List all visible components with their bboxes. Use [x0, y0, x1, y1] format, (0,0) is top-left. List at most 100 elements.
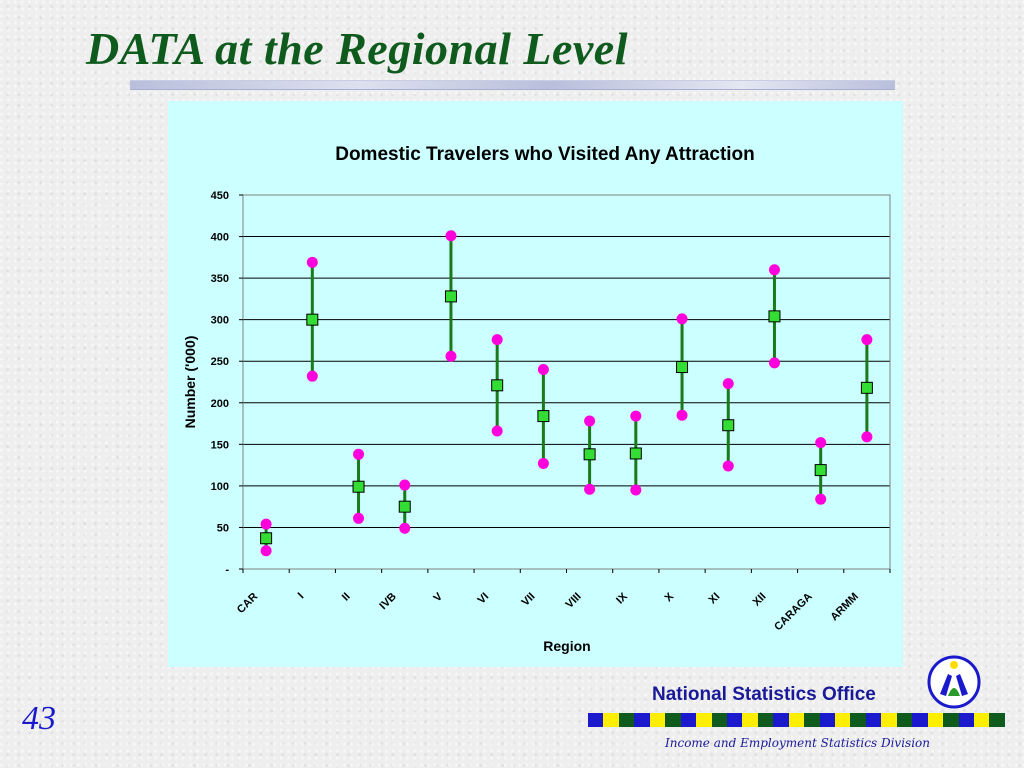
y-tick-label: 450 — [211, 190, 229, 202]
upper-point — [815, 437, 827, 449]
y-tick-label: 50 — [217, 522, 229, 534]
upper-point — [630, 410, 642, 422]
color-strip-segment — [742, 713, 758, 727]
slide-title: DATA at the Regional Level — [86, 23, 628, 74]
upper-point — [676, 313, 688, 325]
upper-point — [584, 415, 596, 427]
lower-point — [861, 431, 873, 443]
lower-point — [537, 457, 549, 469]
lower-point — [815, 493, 827, 505]
x-tick-label: IVB — [377, 591, 398, 612]
color-strip-segment — [943, 713, 959, 727]
color-strip-segment — [696, 713, 712, 727]
page-number: 43 — [22, 700, 56, 737]
data-series — [260, 230, 873, 557]
y-tick-label: 250 — [211, 356, 229, 368]
y-axis-ticks: - 50 100 150 200 250 300 350 400 450 — [211, 190, 243, 576]
x-tick-label: VIII — [564, 591, 584, 611]
x-tick-label: XII — [751, 591, 769, 609]
x-tick-label: ARMM — [828, 591, 861, 624]
x-tick-label: XI — [707, 591, 723, 607]
color-strip-segment — [788, 713, 805, 727]
estimate-point — [260, 532, 273, 545]
estimate-point — [860, 381, 873, 394]
color-strip-segment — [835, 713, 851, 727]
color-strip-segment — [819, 713, 835, 727]
estimate-point — [629, 447, 642, 460]
lower-point — [768, 357, 780, 369]
upper-point — [861, 334, 873, 346]
lower-point — [445, 350, 457, 362]
estimate-point — [491, 379, 504, 392]
color-strip-segment — [603, 713, 619, 727]
color-strip-segment — [588, 713, 604, 727]
color-strip-segment — [850, 713, 866, 727]
x-tick-label: X — [662, 590, 676, 604]
y-tick-label: 200 — [211, 398, 229, 410]
estimate-point — [583, 448, 596, 461]
color-strip-segment — [711, 713, 727, 727]
chart: Domestic Travelers who Visited Any Attra… — [182, 144, 891, 654]
color-strip-segment — [865, 713, 882, 727]
plot-area — [242, 194, 891, 570]
x-tick-label: VI — [475, 591, 491, 607]
color-strip-segment — [881, 713, 897, 727]
color-strip-segment — [896, 713, 913, 727]
lower-point — [676, 409, 688, 421]
upper-point — [537, 364, 549, 376]
lower-point — [630, 484, 642, 496]
x-tick-label: CARAGA — [772, 591, 815, 634]
upper-point — [768, 264, 780, 276]
color-strip-segment — [912, 713, 928, 727]
lower-point — [353, 512, 365, 524]
nso-logo-icon — [927, 655, 981, 709]
y-tick-label: 350 — [211, 273, 229, 285]
upper-point — [306, 256, 318, 268]
x-tick-label: I — [296, 591, 307, 602]
x-axis-label: Region — [543, 638, 590, 654]
estimate-point — [768, 310, 781, 323]
chart-panel: Domestic Travelers who Visited Any Attra… — [168, 101, 903, 667]
color-strip-segment — [649, 713, 666, 727]
color-strip-segment — [757, 713, 774, 727]
estimate-point — [306, 313, 319, 326]
color-strip-segment — [989, 713, 1005, 727]
estimate-point — [352, 480, 365, 493]
upper-point — [399, 479, 411, 491]
x-axis-ticks: CAR I II IVB V VI VII VIII IX X XI XII CARAGA ARMM — [235, 569, 891, 634]
estimate-point — [537, 410, 550, 423]
x-tick-label: II — [340, 591, 353, 604]
color-strip-segment — [958, 713, 974, 727]
estimate-point — [398, 500, 411, 513]
color-strip-segment — [726, 713, 743, 727]
organization-name: National Statistics Office — [652, 684, 876, 705]
color-strip-segment — [973, 713, 990, 727]
lower-point — [722, 460, 734, 472]
x-tick-label: IX — [614, 590, 630, 606]
estimate-point — [814, 464, 827, 477]
lower-point — [399, 522, 411, 534]
estimate-point — [722, 419, 735, 432]
color-strip-segment — [634, 713, 650, 727]
y-tick-label: - — [225, 564, 229, 576]
estimate-point — [676, 361, 689, 374]
gridlines — [243, 236, 890, 528]
x-tick-label: CAR — [235, 591, 260, 616]
x-tick-label: V — [431, 590, 445, 604]
upper-point — [491, 334, 503, 346]
division-name: Income and Employment Statistics Divisio… — [665, 736, 930, 750]
y-tick-label: 100 — [211, 481, 229, 493]
color-strip-segment — [680, 713, 697, 727]
upper-point — [445, 230, 457, 242]
y-axis-label: Number ('000) — [182, 336, 198, 429]
y-tick-label: 300 — [211, 315, 229, 327]
title-divider — [130, 80, 895, 90]
lower-point — [584, 483, 596, 495]
y-tick-label: 150 — [211, 439, 229, 451]
upper-point — [722, 378, 734, 390]
color-strip — [588, 713, 1005, 727]
lower-point — [306, 370, 318, 382]
color-strip-segment — [804, 713, 820, 727]
estimate-point — [444, 290, 457, 303]
lower-point — [491, 425, 503, 437]
